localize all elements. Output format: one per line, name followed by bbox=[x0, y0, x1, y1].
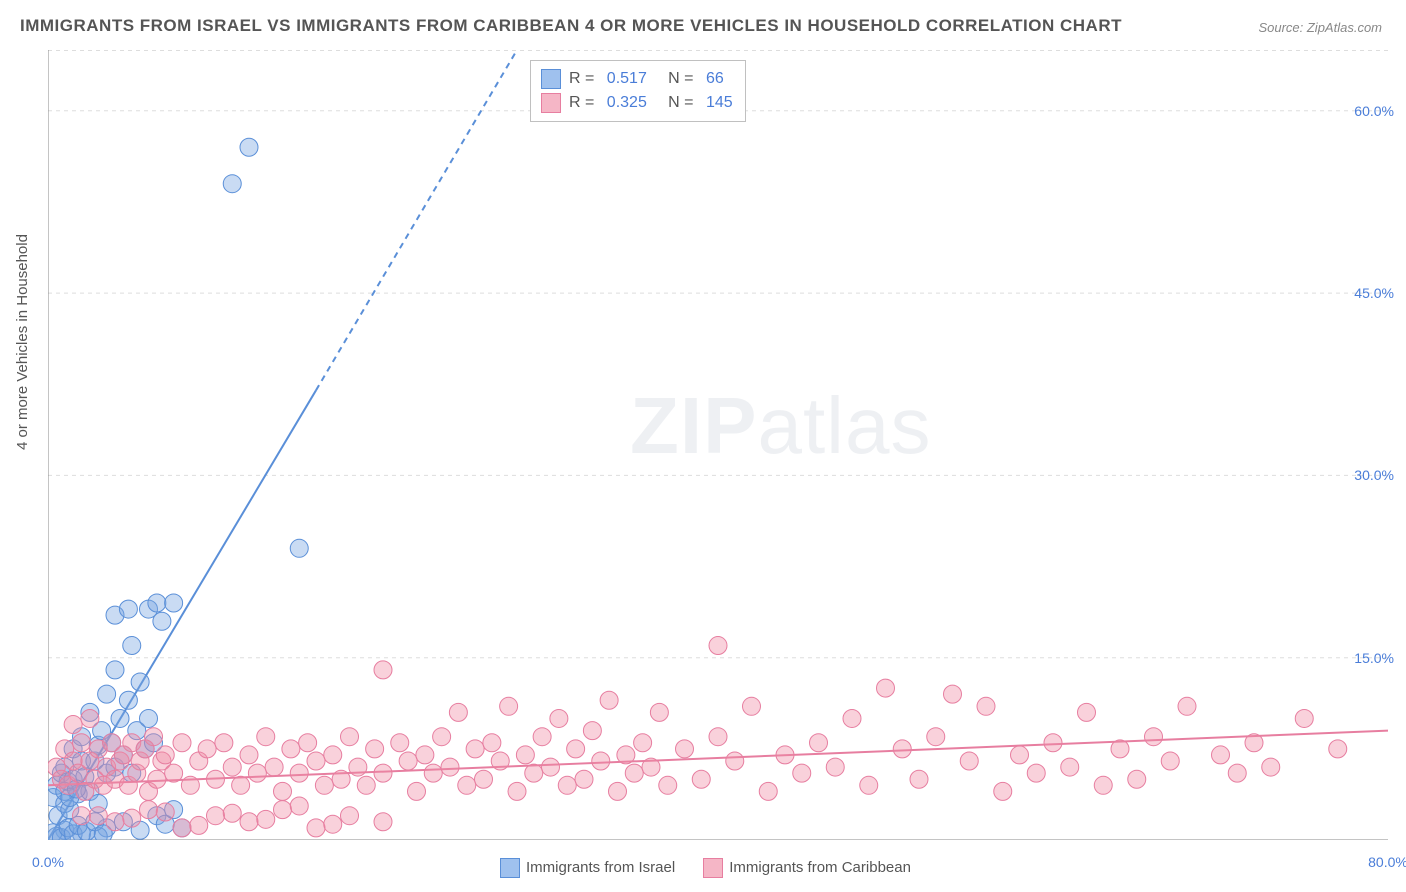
y-tick-label: 60.0% bbox=[1354, 103, 1394, 119]
legend-item: Immigrants from Caribbean bbox=[703, 858, 911, 878]
legend-item: Immigrants from Israel bbox=[500, 858, 675, 878]
y-tick-label: 30.0% bbox=[1354, 467, 1394, 483]
x-tick-label: 80.0% bbox=[1368, 854, 1406, 870]
legend-swatch bbox=[703, 858, 723, 878]
source-label: Source: ZipAtlas.com bbox=[1258, 20, 1382, 35]
scatter-plot bbox=[48, 50, 1388, 840]
y-tick-label: 15.0% bbox=[1354, 650, 1394, 666]
series-legend: Immigrants from Israel Immigrants from Ca… bbox=[500, 858, 911, 878]
x-tick-label: 0.0% bbox=[32, 854, 64, 870]
y-axis-label: 4 or more Vehicles in Household bbox=[14, 234, 31, 450]
stat-row: R = 0.517 N = 66 bbox=[541, 67, 733, 91]
legend-swatch bbox=[541, 93, 561, 113]
legend-swatch bbox=[541, 69, 561, 89]
stat-row: R = 0.325 N = 145 bbox=[541, 91, 733, 115]
y-tick-label: 45.0% bbox=[1354, 285, 1394, 301]
legend-swatch bbox=[500, 858, 520, 878]
correlation-stats-box: R = 0.517 N = 66R = 0.325 N = 145 bbox=[530, 60, 746, 122]
chart-title: IMMIGRANTS FROM ISRAEL VS IMMIGRANTS FRO… bbox=[20, 16, 1122, 36]
